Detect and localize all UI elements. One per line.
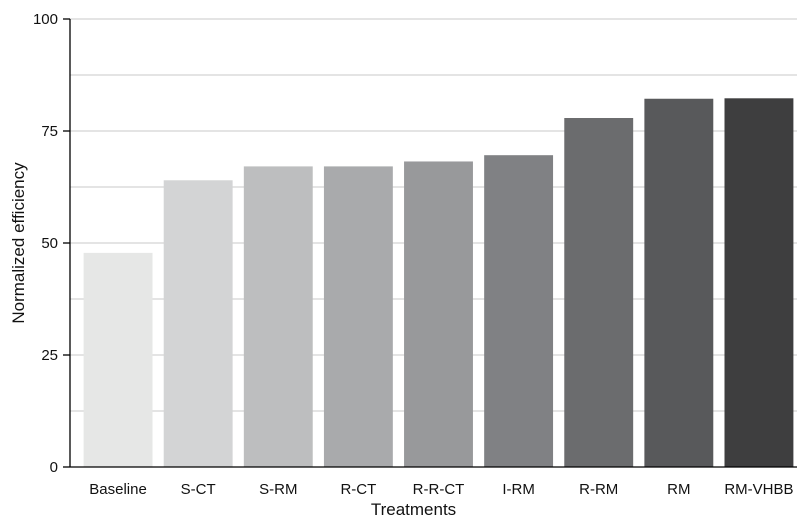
- x-ticks: Baseline S-CT S-RM R-CT R-R-CT I-RM R-RM RM RM-V…: [89, 481, 793, 498]
- y-tick-label: 25: [41, 347, 58, 364]
- bar-i-rm: [484, 155, 554, 467]
- bar-s-rm: [243, 166, 313, 467]
- y-axis-title: Normalized efficiency: [9, 162, 28, 324]
- bar-s-ct: [163, 180, 233, 467]
- x-tick-label: S-RM: [259, 481, 297, 498]
- y-tick-label: 0: [50, 459, 58, 476]
- y-ticks: 0 25 50 75 100: [33, 11, 70, 476]
- x-tick-label: RM-VHBB: [724, 481, 793, 498]
- x-tick-label: R-CT: [340, 481, 376, 498]
- bars: [83, 98, 794, 468]
- bar-r-r-ct: [404, 161, 473, 468]
- x-tick-label: Baseline: [89, 481, 147, 498]
- x-tick-label: I-RM: [502, 481, 535, 498]
- y-tick-label: 50: [41, 235, 58, 252]
- bar-rm: [644, 98, 714, 467]
- x-tick-label: S-CT: [181, 481, 216, 498]
- bar-rm-vhbb: [724, 98, 794, 468]
- y-tick-label: 75: [41, 123, 58, 140]
- bar-r-ct: [323, 166, 393, 467]
- x-tick-label: R-RM: [579, 481, 618, 498]
- x-axis-title: Treatments: [371, 500, 456, 519]
- bar-r-rm: [564, 118, 634, 468]
- y-tick-label: 100: [33, 11, 58, 28]
- bar-baseline: [83, 252, 153, 467]
- x-tick-label: R-R-CT: [413, 481, 465, 498]
- x-tick-label: RM: [667, 481, 690, 498]
